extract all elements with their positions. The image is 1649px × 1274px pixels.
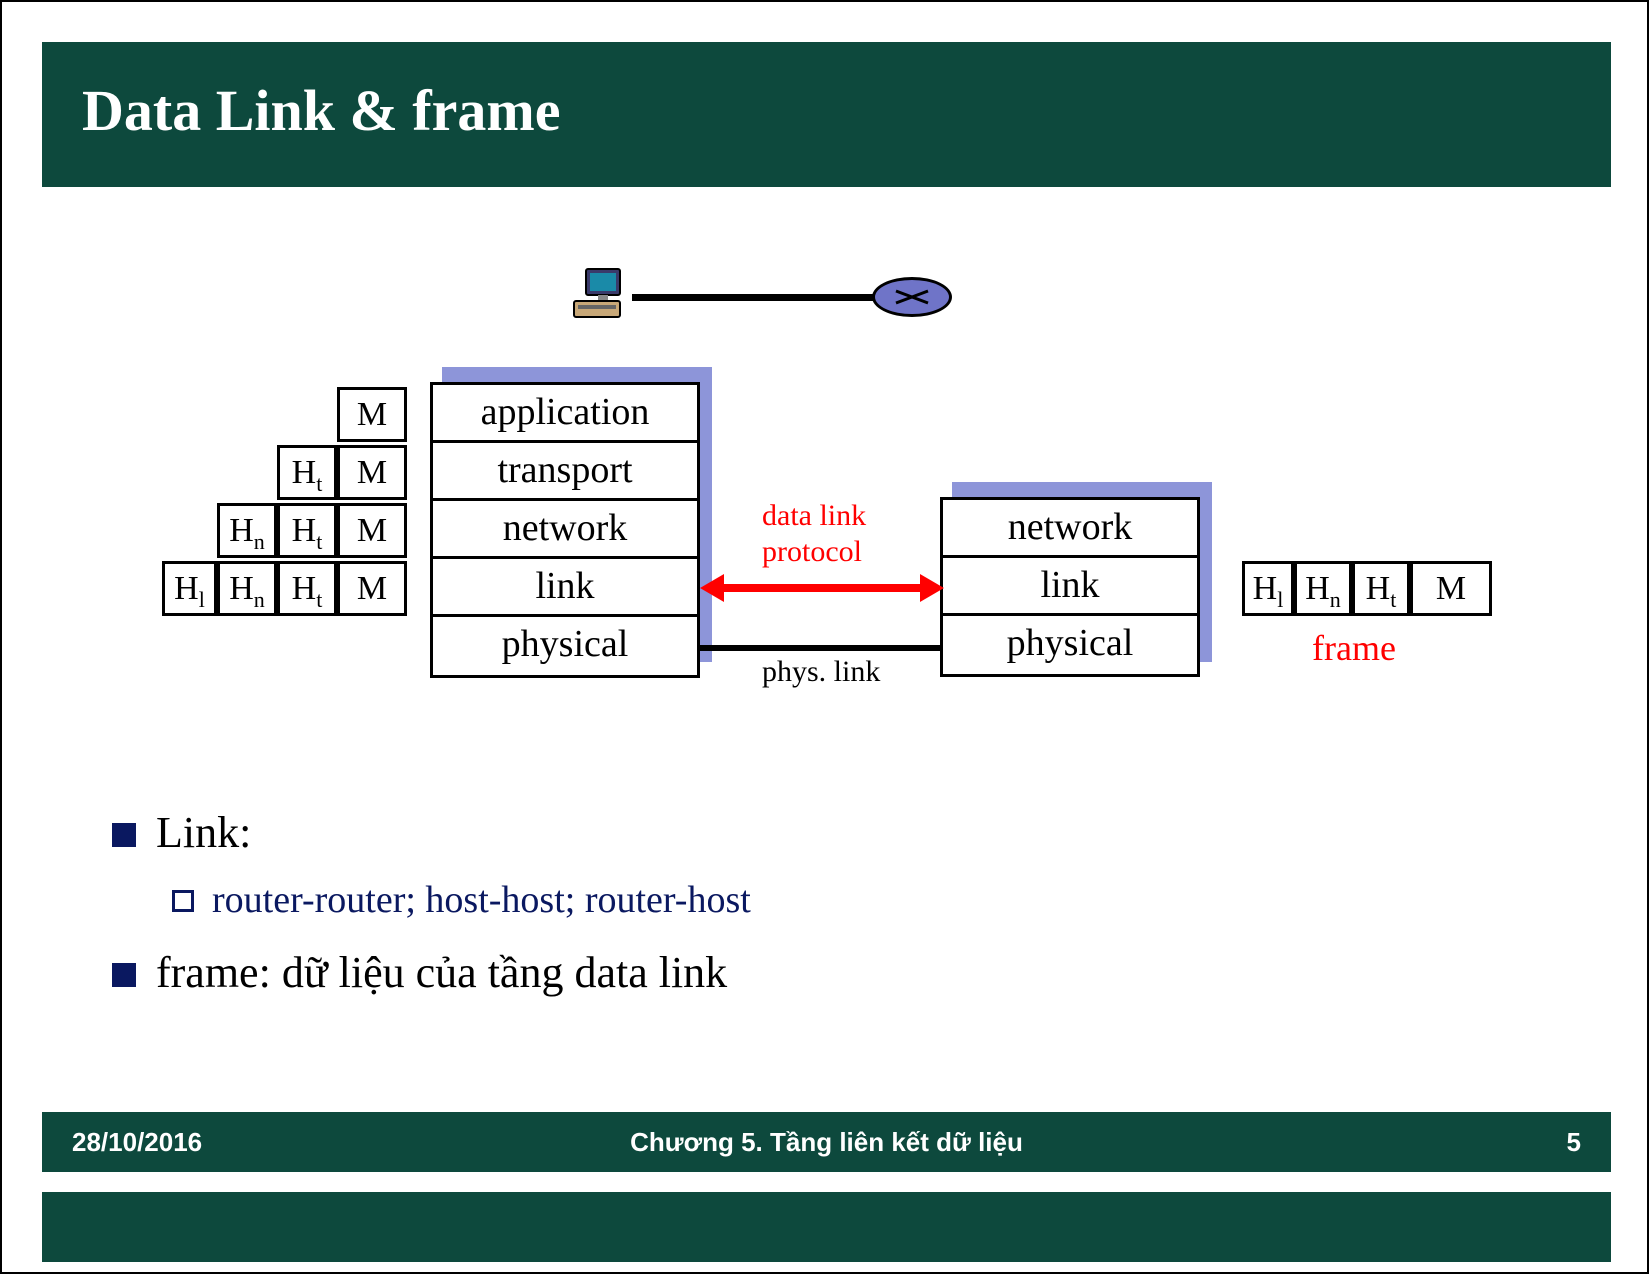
physical-link-icon [700, 645, 940, 651]
bullet-outline-icon [172, 890, 194, 912]
header-cell: Ht [277, 445, 337, 500]
layer-network: network [433, 501, 697, 559]
layer-physical: physical [943, 616, 1197, 674]
slide-title: Data Link & frame [42, 42, 1611, 187]
header-cell: M [337, 445, 407, 500]
bullet-text: frame: dữ liệu của tầng data link [156, 947, 727, 998]
header-cell: Ht [277, 503, 337, 558]
bullet-square-icon [112, 963, 136, 987]
slide-footer: 28/10/2016 Chương 5. Tầng liên kết dữ li… [42, 1112, 1611, 1172]
header-cell: M [337, 503, 407, 558]
layer-transport: transport [433, 443, 697, 501]
layer-link: link [433, 559, 697, 617]
header-cell: M [337, 561, 407, 616]
slide: Data Link & frame [42, 42, 1611, 1172]
arrow-right-head-icon [920, 574, 944, 602]
footer-chapter: Chương 5. Tầng liên kết dữ liệu [630, 1127, 1023, 1158]
label-data-link-1: data link [762, 499, 866, 533]
network-diagram: M Ht M Hn Ht M Hl Hn Ht M application tr… [42, 247, 1611, 787]
bullet-square-icon [112, 823, 136, 847]
label-frame: frame [1312, 627, 1396, 669]
header-cell: Hn [217, 503, 277, 558]
computer-icon [572, 267, 632, 322]
slide-body: M Ht M Hn Ht M Hl Hn Ht M application tr… [42, 187, 1611, 1027]
bullet-link: Link: [112, 807, 1512, 858]
router-icon [872, 277, 952, 317]
layer-application: application [433, 385, 697, 443]
header-cell: Hl [162, 561, 217, 616]
arrow-left-head-icon [700, 574, 724, 602]
frame-cell: Hn [1294, 561, 1352, 616]
data-link-arrow-icon [722, 584, 922, 592]
router-layer-stack: network link physical [940, 497, 1200, 677]
sub-bullet-text: router-router; host-host; router-host [212, 878, 751, 922]
label-data-link-2: protocol [762, 535, 862, 569]
host-router-link-icon [632, 294, 877, 301]
footer-date: 28/10/2016 [72, 1127, 202, 1158]
frame-cell: Hl [1242, 561, 1294, 616]
page: Data Link & frame [0, 0, 1649, 1274]
bullet-frame: frame: dữ liệu của tầng data link [112, 947, 1512, 998]
layer-physical: physical [433, 617, 697, 675]
host-layer-stack: application transport network link physi… [430, 382, 700, 678]
sub-bullet-link-examples: router-router; host-host; router-host [172, 878, 1512, 922]
layer-network: network [943, 500, 1197, 558]
header-cell: M [337, 387, 407, 442]
bullet-list: Link: router-router; host-host; router-h… [112, 807, 1512, 1018]
layer-link: link [943, 558, 1197, 616]
bullet-text: Link: [156, 807, 251, 858]
next-slide-title-peek [42, 1192, 1611, 1262]
footer-page: 5 [1567, 1127, 1581, 1158]
header-cell: Hn [217, 561, 277, 616]
frame-cell: Ht [1352, 561, 1410, 616]
label-phys-link: phys. link [762, 655, 880, 689]
header-cell: Ht [277, 561, 337, 616]
frame-cell: M [1410, 561, 1492, 616]
